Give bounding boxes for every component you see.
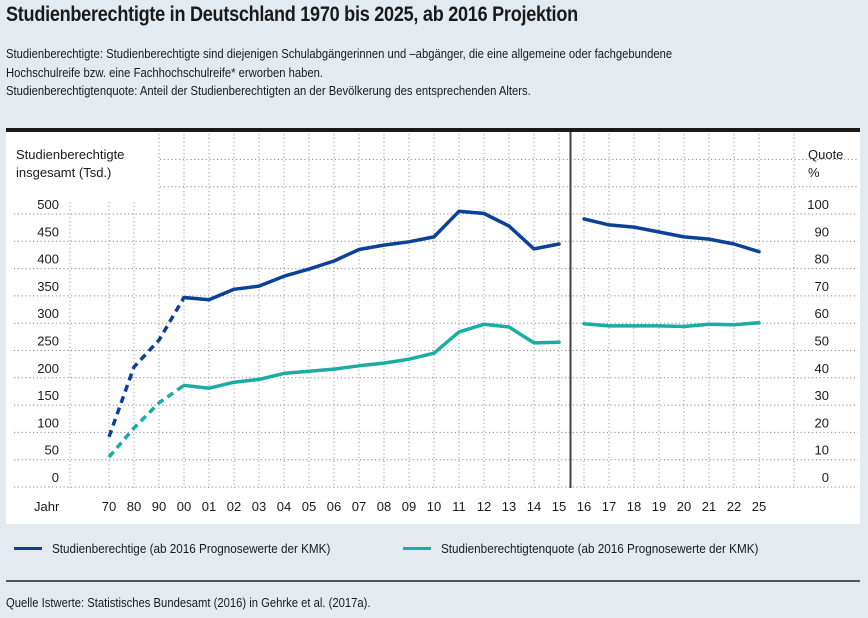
x-tick-label: 03 — [252, 499, 266, 514]
description-line: Studienberechtigte: Studienberechtigte s… — [6, 47, 673, 61]
legend-item-quote: Studienberechtigtenquote (ab 2016 Progno… — [403, 541, 794, 556]
ticks: 0501001502002503003504004505000102030405… — [37, 197, 829, 514]
x-tick-label: 20 — [677, 499, 691, 514]
description-line: Hochschulreife bzw. eine Fachhochschulre… — [6, 65, 324, 80]
legend-label-quote: Studienberechtigtenquote (ab 2016 Progno… — [441, 541, 759, 556]
y-right-title-line2: % — [808, 165, 820, 180]
x-tick-label: 04 — [277, 499, 291, 514]
series-line-projection — [582, 320, 761, 329]
x-axis-title: Jahr — [34, 499, 60, 514]
legend-label-total: Studienberechtige (ab 2016 Prognosewerte… — [52, 541, 331, 556]
legend: Studienberechtige (ab 2016 Prognosewerte… — [14, 541, 816, 556]
description-line: Studienberechtigtenquote: Anteil der Stu… — [6, 84, 531, 98]
y-left-tick-label: 0 — [52, 470, 59, 485]
series-line-actual — [182, 322, 561, 390]
grid — [14, 134, 858, 488]
y-right-tick-label: 0 — [822, 470, 829, 485]
y-right-tick-label: 30 — [815, 388, 829, 403]
y-left-tick-label: 250 — [37, 334, 59, 349]
y-right-tick-label: 50 — [815, 334, 829, 349]
x-tick-label: 12 — [477, 499, 491, 514]
chart-title: Studienberechtigte in Deutschland 1970 b… — [6, 3, 578, 26]
y-left-tick-label: 500 — [37, 197, 59, 212]
legend-swatch-total — [14, 547, 42, 550]
x-tick-label: 21 — [702, 499, 716, 514]
y-left-tick-label: 100 — [37, 415, 59, 430]
x-tick-label: 11 — [452, 499, 466, 514]
y-left-title-line2: insgesamt (Tsd.) — [16, 165, 111, 180]
footer-divider — [6, 580, 860, 582]
x-tick-label: 10 — [427, 499, 441, 514]
y-right-tick-label: 90 — [815, 224, 829, 239]
y-left-tick-label: 300 — [37, 306, 59, 321]
y-right-tick-label: 10 — [815, 443, 829, 458]
x-tick-label: 70 — [102, 499, 116, 514]
x-tick-label: 14 — [527, 499, 541, 514]
x-tick-label: 09 — [402, 499, 416, 514]
y-left-tick-label: 400 — [37, 252, 59, 267]
x-tick-label: 16 — [577, 499, 591, 514]
y-right-tick-label: 80 — [815, 252, 829, 267]
y-right-tick-label: 70 — [815, 279, 829, 294]
y-right-title-line1: Quote — [808, 147, 843, 162]
series-line-dashed — [107, 383, 186, 459]
y-left-tick-label: 350 — [37, 279, 59, 294]
y-left-tick-label: 50 — [45, 443, 59, 458]
x-tick-label: 06 — [327, 499, 341, 514]
x-tick-label: 13 — [502, 499, 516, 514]
x-tick-label: 15 — [552, 499, 566, 514]
x-tick-label: 90 — [152, 499, 166, 514]
axis-labels: Studienberechtigte insgesamt (Tsd.) Quot… — [16, 147, 843, 514]
x-tick-label: 18 — [627, 499, 641, 514]
series-lines — [107, 209, 761, 459]
y-left-title-line1: Studienberechtigte — [16, 147, 124, 162]
legend-item-total: Studienberechtige (ab 2016 Prognosewerte… — [14, 541, 361, 556]
y-right-tick-label: 100 — [807, 197, 829, 212]
legend-swatch-quote — [403, 547, 432, 550]
x-tick-label: 80 — [127, 499, 141, 514]
x-tick-label: 05 — [302, 499, 316, 514]
source-note: Quelle Istwerte: Statistisches Bundesamt… — [6, 596, 371, 610]
series-line-projection — [582, 217, 761, 254]
x-tick-label: 22 — [727, 499, 741, 514]
x-tick-label: 08 — [377, 499, 391, 514]
y-right-tick-label: 20 — [815, 415, 829, 430]
chart-description: Studienberechtigte: Studienberechtigte s… — [6, 45, 672, 101]
y-left-tick-label: 450 — [37, 224, 59, 239]
y-left-tick-label: 150 — [37, 388, 59, 403]
y-right-tick-label: 60 — [815, 306, 829, 321]
chart-panel — [6, 131, 860, 524]
x-tick-label: 19 — [652, 499, 666, 514]
x-tick-label: 01 — [202, 499, 216, 514]
x-tick-label: 00 — [177, 499, 191, 514]
y-left-tick-label: 200 — [37, 361, 59, 376]
chart-top-rule — [6, 128, 860, 132]
y-right-tick-label: 40 — [815, 361, 829, 376]
x-tick-label: 17 — [602, 499, 616, 514]
x-tick-label: 02 — [227, 499, 241, 514]
x-tick-label: 25 — [752, 499, 766, 514]
series-line-dashed — [107, 296, 186, 438]
series-line-actual — [182, 209, 561, 302]
x-tick-label: 07 — [352, 499, 366, 514]
